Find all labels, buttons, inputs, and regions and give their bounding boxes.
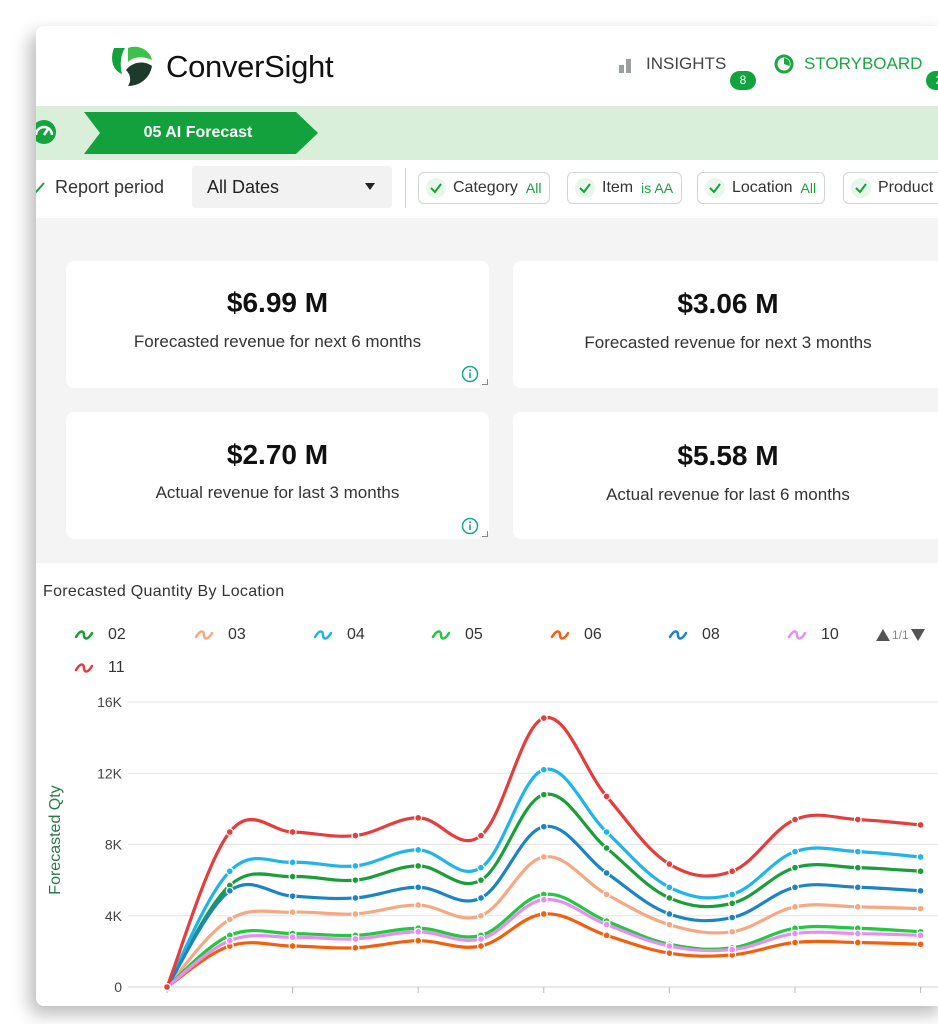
- report-period-label: Report period: [55, 177, 165, 197]
- storyboard-icon: [774, 54, 794, 74]
- series-swatch-icon: [431, 630, 451, 640]
- bar-chart-icon: [619, 59, 631, 73]
- kpi-caption: Actual revenue for last 6 months: [606, 485, 850, 504]
- report-period-check-icon: [36, 182, 45, 194]
- triangle-down-icon[interactable]: [910, 629, 925, 641]
- legend-item-11[interactable]: 11: [74, 659, 125, 677]
- legend-page-indicator: 1/1: [892, 628, 909, 642]
- filter-chip-item[interactable]: Item is AA: [567, 172, 683, 204]
- legend-item-02[interactable]: 02: [74, 626, 126, 644]
- series-swatch-icon: [74, 630, 94, 640]
- nav-storyboard-label: STORYBOARD: [804, 54, 923, 73]
- legend-item-03[interactable]: 03: [194, 626, 246, 644]
- breadcrumb-tag-shape: [84, 112, 318, 154]
- storyboard-count-badge: 2: [926, 71, 938, 90]
- kpi-caption: Forecasted revenue for next 6 months: [133, 332, 422, 351]
- series-swatch-icon: [194, 630, 214, 640]
- nav-insights-label: INSIGHTS: [646, 54, 727, 73]
- legend-item-05[interactable]: 05: [431, 626, 483, 644]
- check-circle-icon: [426, 178, 446, 198]
- legend-item-04[interactable]: 04: [313, 626, 365, 644]
- filter-divider: [405, 168, 406, 208]
- legend-label: 03: [228, 626, 246, 643]
- legend-label: 10: [821, 626, 839, 643]
- chip-key: Location: [732, 179, 793, 196]
- kpi-value: $5.58 M: [677, 440, 779, 471]
- y-axis-label: Forecasted Qty: [47, 785, 64, 895]
- legend-item-06[interactable]: 06: [550, 626, 602, 644]
- chip-key: Item: [602, 179, 634, 196]
- legend-label: 08: [702, 626, 720, 643]
- chip-value: is AA: [641, 180, 674, 196]
- legend-label: 11: [108, 659, 125, 676]
- app-viewport: ConverSight INSIGHTS 8 STORYBOARD 2 05 A…: [36, 26, 938, 1006]
- conversight-logo: [112, 46, 152, 86]
- breadcrumb-current[interactable]: 05 AI Forecast: [143, 124, 253, 141]
- kpi-value: $6.99 M: [226, 287, 329, 318]
- brand-name: ConverSight: [166, 49, 334, 84]
- series-swatch-icon: [550, 630, 570, 640]
- insights-count-badge: 8: [730, 71, 756, 90]
- kpi-value: $2.70 M: [226, 439, 329, 470]
- chip-value: All: [525, 180, 542, 196]
- chevron-down-icon: [365, 183, 375, 190]
- dashboard-gauge-icon[interactable]: [36, 118, 58, 146]
- triangle-up-icon[interactable]: [876, 629, 890, 641]
- resize-handle-icon[interactable]: [482, 531, 488, 537]
- chip-value: All: [800, 180, 817, 196]
- resize-handle-icon[interactable]: [482, 379, 488, 385]
- filter-chip-product[interactable]: Product: [843, 172, 938, 204]
- check-circle-icon: [575, 178, 595, 198]
- legend-pager[interactable]: 1/1: [876, 628, 925, 642]
- kpi-value: $3.06 M: [677, 288, 779, 319]
- legend-label: 04: [347, 626, 365, 643]
- filter-chip-location[interactable]: Location All: [697, 172, 826, 204]
- check-circle-icon: [705, 178, 725, 198]
- legend-item-10[interactable]: 10: [787, 626, 839, 644]
- info-icon[interactable]: [461, 365, 479, 383]
- kpi-caption: Forecasted revenue for next 3 months: [584, 333, 872, 352]
- kpi-card-actual-6m: $5.58 M Actual revenue for last 6 months: [513, 412, 938, 539]
- legend-label: 02: [108, 626, 126, 643]
- check-circle-icon: [851, 178, 871, 198]
- series-swatch-icon: [787, 630, 807, 640]
- chart-title: Forecasted Quantity By Location: [43, 583, 285, 600]
- top-header: [36, 26, 938, 106]
- kpi-card-forecast-3m: $3.06 M Forecasted revenue for next 3 mo…: [513, 261, 938, 388]
- report-period-select[interactable]: All Dates: [192, 166, 392, 208]
- report-period-value: All Dates: [207, 176, 280, 197]
- chip-key: Category: [453, 179, 518, 196]
- series-swatch-icon: [668, 630, 688, 640]
- kpi-card-actual-3m: $2.70 M Actual revenue for last 3 months: [66, 412, 489, 539]
- legend-label: 06: [584, 626, 602, 643]
- nav-storyboard[interactable]: STORYBOARD: [774, 54, 922, 74]
- chip-key: Product: [878, 179, 934, 196]
- info-icon[interactable]: [461, 517, 479, 535]
- legend-item-08[interactable]: 08: [668, 626, 720, 644]
- series-swatch-icon: [74, 663, 94, 673]
- filter-chip-category[interactable]: Category All: [418, 172, 551, 204]
- legend-label: 05: [465, 626, 483, 643]
- kpi-card-forecast-6m: $6.99 M Forecasted revenue for next 6 mo…: [66, 261, 489, 388]
- nav-insights[interactable]: INSIGHTS: [618, 54, 726, 74]
- kpi-caption: Actual revenue for last 3 months: [155, 483, 400, 502]
- series-swatch-icon: [313, 630, 333, 640]
